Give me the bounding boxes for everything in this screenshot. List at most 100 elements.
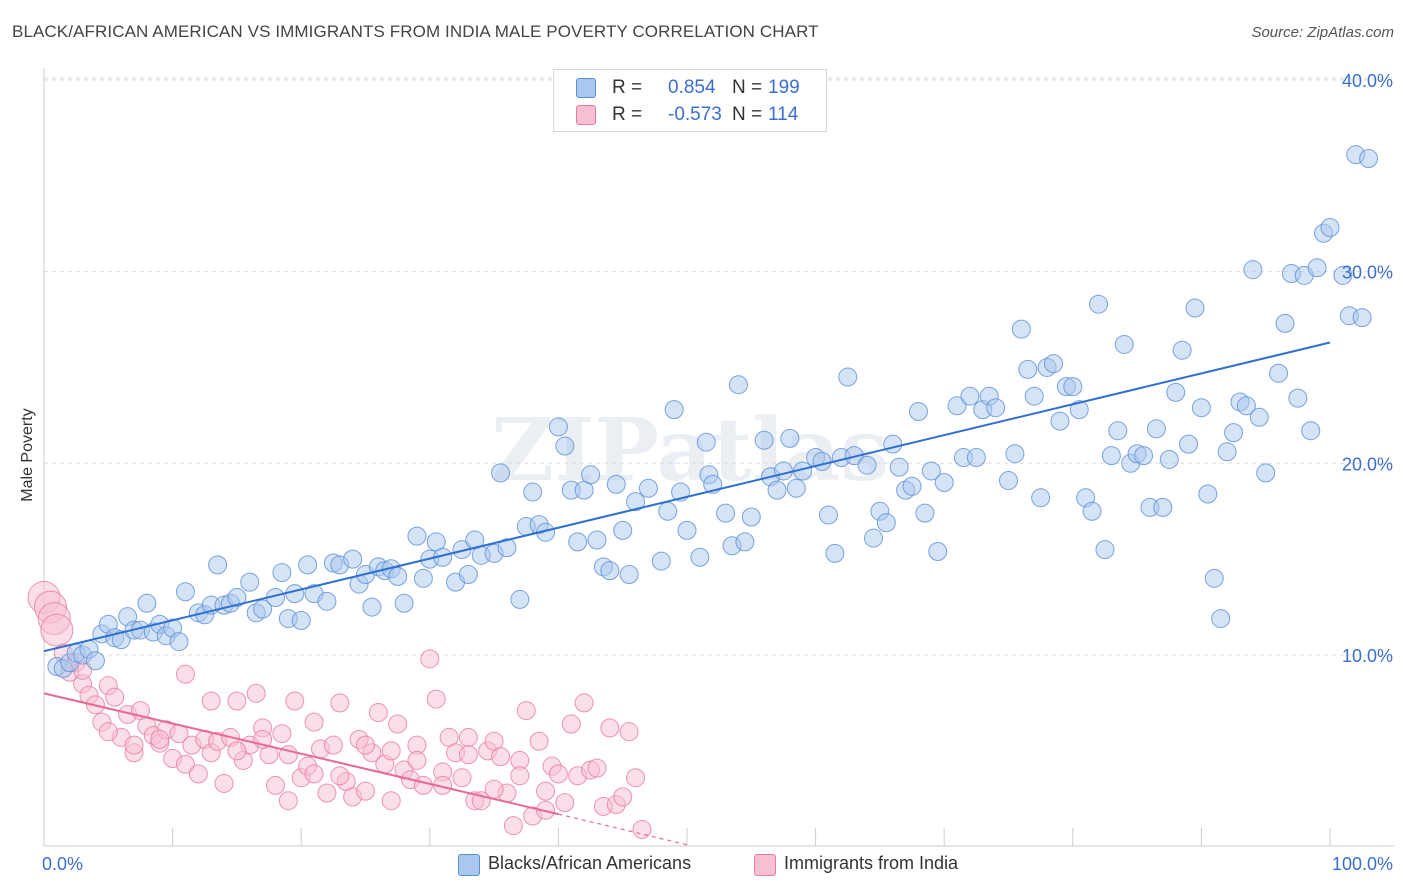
data-point <box>1269 363 1289 383</box>
data-point <box>529 731 549 751</box>
data-point <box>413 775 433 795</box>
data-point <box>786 478 806 498</box>
data-point <box>1236 396 1256 416</box>
n-value: 114 <box>768 104 799 125</box>
correlation-stats-box: R = 0.854 N = 199 R = -0.573 N = 114 <box>553 69 827 132</box>
data-point <box>928 541 948 561</box>
data-point <box>510 589 530 609</box>
trend-lines <box>43 341 1331 846</box>
data-point <box>291 610 311 630</box>
data-point <box>394 593 414 613</box>
data-point <box>1307 258 1327 278</box>
source-label[interactable]: Source: ZipAtlas.com <box>1251 24 1394 41</box>
data-point <box>876 513 896 533</box>
data-point <box>1288 388 1308 408</box>
data-point <box>1044 354 1064 374</box>
data-point <box>407 750 427 770</box>
data-point <box>1217 442 1237 462</box>
data-point <box>1352 308 1372 328</box>
data-point <box>458 564 478 584</box>
data-point <box>728 375 748 395</box>
blacks-trend-line <box>43 341 1331 653</box>
data-point <box>1146 419 1166 439</box>
data-point <box>491 463 511 483</box>
data-point <box>175 664 195 684</box>
data-point <box>137 593 157 613</box>
data-point <box>1320 218 1340 238</box>
data-point <box>1095 540 1115 560</box>
legend-label: Blacks/African Americans <box>488 853 692 873</box>
data-point <box>1082 501 1102 521</box>
data-point <box>1243 260 1263 280</box>
data-point <box>561 714 581 734</box>
data-point <box>272 563 292 583</box>
data-point <box>1069 400 1089 420</box>
data-point <box>1185 298 1205 318</box>
data-point <box>613 520 633 540</box>
data-point <box>150 729 170 749</box>
data-point <box>1005 444 1025 464</box>
data-point <box>818 505 838 525</box>
data-point <box>510 766 530 786</box>
data-point <box>381 741 401 761</box>
data-point <box>1198 484 1218 504</box>
data-point <box>458 745 478 765</box>
data-point <box>413 568 433 588</box>
data-point <box>317 783 337 803</box>
data-point <box>1179 434 1199 454</box>
data-point <box>581 465 601 485</box>
india-trend-extension <box>558 813 688 846</box>
data-point <box>330 693 350 713</box>
data-point <box>240 572 260 592</box>
r-label: R = <box>612 77 643 98</box>
data-point <box>1089 294 1109 314</box>
data-point <box>317 591 337 611</box>
data-point <box>658 501 678 521</box>
n-label: N = <box>732 104 763 125</box>
data-point <box>999 471 1018 491</box>
data-point <box>272 724 292 744</box>
watermark-text: ZIPatlas <box>491 400 889 501</box>
tick-labels: 10.0% 20.0% 30.0% 40.0% 0.0% 100.0% <box>42 71 1393 874</box>
data-point <box>773 461 793 481</box>
data-point <box>227 741 247 761</box>
data-point <box>921 461 941 481</box>
data-point <box>915 503 935 523</box>
data-point <box>98 722 118 742</box>
data-point <box>863 528 883 548</box>
india-series-points <box>27 580 652 839</box>
india-trend-line <box>43 692 559 816</box>
data-point <box>812 451 832 471</box>
data-point <box>1172 340 1192 360</box>
data-point <box>285 691 305 711</box>
data-point <box>1224 423 1244 443</box>
data-point <box>188 764 208 784</box>
y-axis-label: Male Poverty <box>19 408 36 502</box>
data-point <box>407 526 427 546</box>
n-value: 199 <box>768 77 800 98</box>
data-point <box>323 735 343 755</box>
data-point <box>741 507 761 527</box>
data-point <box>825 543 845 563</box>
data-point <box>1191 398 1211 418</box>
data-point <box>227 691 247 711</box>
data-point <box>169 632 189 652</box>
data-point <box>1114 334 1134 354</box>
data-point <box>1063 377 1083 397</box>
data-point <box>651 551 671 571</box>
data-point <box>568 532 588 552</box>
data-point <box>838 367 858 387</box>
data-point <box>908 402 928 422</box>
data-point <box>555 436 575 456</box>
data-point <box>934 472 954 492</box>
blacks-series-points <box>47 145 1379 678</box>
data-point <box>85 651 105 671</box>
data-point <box>619 722 639 742</box>
data-point <box>265 775 285 795</box>
data-point <box>426 689 446 709</box>
data-point <box>497 538 517 558</box>
data-point <box>1166 382 1186 402</box>
data-point <box>362 597 382 617</box>
r-label: R = <box>612 104 643 125</box>
data-point <box>883 434 903 454</box>
